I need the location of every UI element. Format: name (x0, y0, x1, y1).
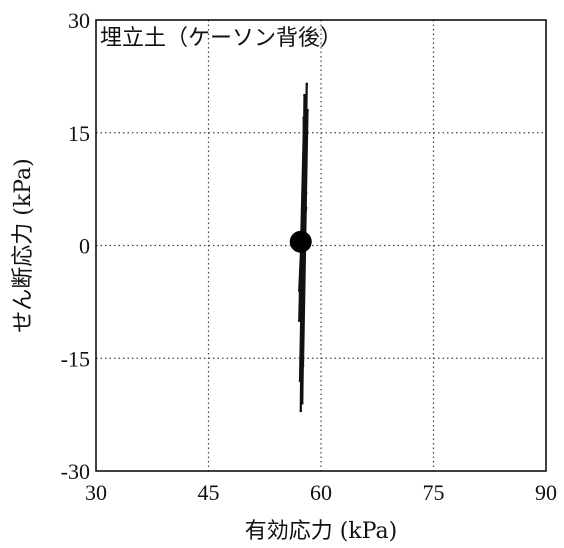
stress-path-point (301, 356, 305, 360)
grid-lines (96, 20, 546, 471)
x-tick-label: 90 (535, 480, 557, 505)
x-axis-label: 有効応力 (kPa) (245, 519, 397, 544)
x-tick-label: 30 (85, 480, 107, 505)
stress-path-point (305, 82, 309, 86)
stress-path-point (299, 349, 303, 353)
y-axis-label: せん断応力 (kPa) (11, 158, 36, 332)
stress-path-point (305, 123, 309, 127)
x-tick-label: 60 (310, 480, 332, 505)
plot-frame (95, 19, 547, 472)
stress-path-point (300, 334, 303, 338)
stress-path-point (298, 379, 302, 383)
stress-path-point (302, 131, 306, 135)
stress-path-point (301, 364, 305, 368)
y-tick-label: 30 (68, 8, 90, 33)
stress-path-point (300, 281, 304, 285)
stress-path-point (300, 394, 304, 398)
stress-path-point (304, 206, 308, 210)
y-tick-label: 15 (68, 121, 90, 146)
stress-path-point (297, 289, 301, 292)
stress-path-point (304, 191, 308, 195)
stress-path-point (303, 184, 306, 187)
tick-labels: 30 45 60 75 90 -30 -15 0 15 30 (61, 8, 557, 505)
stress-path-point (303, 161, 307, 165)
stress-path-point (298, 311, 302, 315)
stress-path-point (300, 387, 303, 390)
series-layer (289, 82, 312, 413)
stress-path-point (303, 176, 307, 180)
stress-path-point (303, 93, 306, 97)
y-tick-label: 0 (79, 234, 90, 259)
stress-path-point (306, 108, 309, 112)
stress-path-point (304, 138, 308, 142)
stress-path-point (297, 319, 301, 322)
chart-title: 埋立土（ケーソン背後） (100, 26, 342, 51)
stress-path-point (300, 402, 304, 405)
stress-path-point (299, 409, 303, 413)
y-tick-label: -15 (61, 346, 90, 371)
stress-path-line (298, 82, 309, 412)
stress-path-point (302, 116, 306, 120)
x-tick-label: 75 (423, 480, 445, 505)
y-tick-label: -30 (61, 459, 90, 484)
stress-path-point (303, 154, 306, 157)
stress-path-point (300, 266, 303, 270)
stress-path-point (303, 101, 307, 104)
x-tick-label: 45 (198, 480, 220, 505)
initial-state-marker (289, 230, 312, 253)
